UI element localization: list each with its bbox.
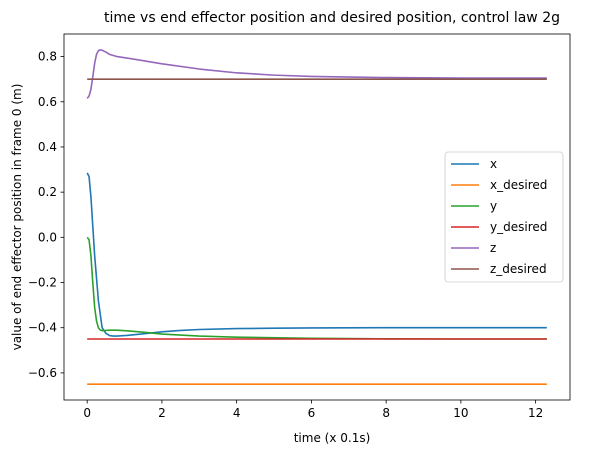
y-tick-label: 0.8 xyxy=(38,50,57,64)
y-tick-label: 0.4 xyxy=(38,140,57,154)
axes-frame xyxy=(63,33,571,401)
legend-label-x-desired: x_desired xyxy=(490,178,547,192)
series-line-z xyxy=(86,49,547,99)
y-tick-label: 0.0 xyxy=(38,230,57,244)
plot-area: 0 2 4 6 8 10 12 −0.6 −0.4 −0.2 0.0 0.2 0.4 0.6 0.8 xyxy=(28,33,571,420)
x-tick-label: 10 xyxy=(453,406,468,420)
series-group xyxy=(86,49,547,385)
y-tick-label: −0.4 xyxy=(28,321,57,335)
x-tick-label: 2 xyxy=(158,406,166,420)
series-line-x xyxy=(86,172,547,337)
x-tick-label: 12 xyxy=(528,406,543,420)
y-tick-label: −0.6 xyxy=(28,366,57,380)
x-axis-label: time (x 0.1s) xyxy=(294,431,371,445)
x-tick-label: 8 xyxy=(382,406,390,420)
legend-label-z-desired: z_desired xyxy=(490,262,547,276)
x-tick-label: 4 xyxy=(233,406,241,420)
legend-label-z: z xyxy=(490,241,496,255)
y-tick-label: 0.2 xyxy=(38,185,57,199)
series-line-y xyxy=(86,236,547,340)
y-axis-label: value of end effector position in frame … xyxy=(10,84,24,351)
y-tick-label: 0.6 xyxy=(38,95,57,109)
legend-label-x: x xyxy=(490,157,497,171)
x-tick-label: 0 xyxy=(83,406,91,420)
legend-label-y: y xyxy=(490,199,497,213)
chart-title: time vs end effector position and desire… xyxy=(104,10,560,26)
x-tick-label: 6 xyxy=(308,406,316,420)
y-tick-label: −0.2 xyxy=(28,276,57,290)
legend-label-y-desired: y_desired xyxy=(490,220,547,234)
